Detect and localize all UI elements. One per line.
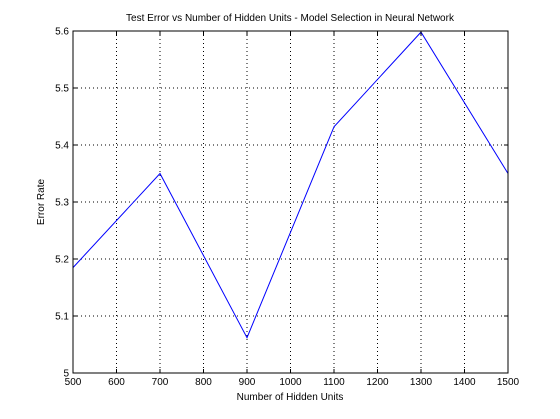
x-tick-label: 1000 [279,377,302,388]
y-tick-label: 5 [63,369,69,380]
x-tick-label: 1300 [410,377,433,388]
x-tick-label: 1200 [366,377,389,388]
x-tick-label: 600 [108,377,125,388]
y-axis-label: Error Rate [36,179,47,226]
y-tick-label: 5.4 [55,141,69,152]
x-tick-label: 800 [195,377,212,388]
x-tick-label: 1100 [323,377,345,388]
x-tick-label: 700 [152,377,169,388]
x-tick-label: 500 [65,377,82,388]
x-tick-label: 900 [239,377,256,388]
x-tick-label: 1400 [453,377,476,388]
y-tick-label: 5.1 [55,312,69,323]
x-axis-label: Number of Hidden Units [237,392,344,403]
x-tick-label: 1500 [497,377,520,388]
series-group [72,31,509,339]
ticks-group: 500 600 700 800 900 1000 1100 1200 1300 1400 1500 5… [55,27,519,389]
grid-lines [73,31,508,373]
y-tick-label: 5.5 [55,84,69,95]
series-line [72,31,509,339]
y-tick-label: 5.2 [55,255,69,266]
chart-title: Test Error vs Number of Hidden Units - M… [126,13,455,24]
plot-area-frame [72,30,509,374]
y-tick-label: 5.6 [55,27,69,38]
y-tick-label: 5.3 [55,198,69,209]
